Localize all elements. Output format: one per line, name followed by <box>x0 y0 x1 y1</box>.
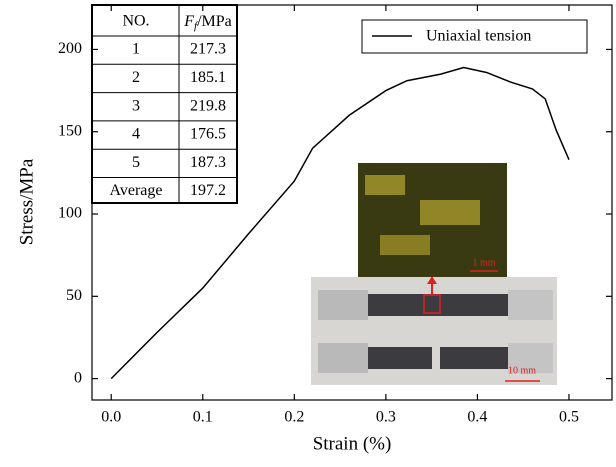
scale-label: 10 mm <box>508 365 536 376</box>
specimen <box>368 294 508 316</box>
x-tick-label: 0.4 <box>467 409 487 426</box>
x-tick-label: 0.3 <box>376 409 396 426</box>
legend-label: Uniaxial tension <box>426 28 531 45</box>
y-tick-label: 200 <box>58 40 82 57</box>
table-cell: Average <box>110 182 163 199</box>
header-unit: /MPa <box>197 13 232 30</box>
table-header: Ff/MPa <box>183 13 232 32</box>
x-axis-label: Strain (%) <box>313 433 392 454</box>
table-cell: 5 <box>132 154 140 171</box>
table-cell: 185.1 <box>190 69 226 86</box>
y-tick-label: 50 <box>66 287 82 304</box>
y-tick-label: 100 <box>58 205 82 222</box>
data-line <box>110 66 570 380</box>
table-cell: 4 <box>132 126 140 143</box>
table-header: NO. <box>122 13 149 30</box>
header-subscript: f <box>194 20 199 32</box>
header-symbol: F <box>183 13 194 30</box>
table-cell: 187.3 <box>190 154 226 171</box>
specimen <box>440 347 508 369</box>
table-cell: 3 <box>132 97 140 114</box>
grip <box>318 343 368 373</box>
scale-label: 1 mm <box>472 257 495 268</box>
grip <box>508 290 553 320</box>
micro-texture <box>380 235 430 255</box>
x-tick-label: 0.1 <box>193 409 213 426</box>
table: NO. Ff/MPa 1 217.3 2 185.1 3 219.8 4 176.5 5 187.… <box>91 4 238 204</box>
micro-texture <box>420 200 480 225</box>
table-frame <box>91 4 238 204</box>
table-cell: 197.2 <box>190 182 226 199</box>
table-cell: 217.3 <box>190 41 226 58</box>
micro-texture <box>365 175 405 195</box>
x-tick-label: 0.2 <box>284 409 304 426</box>
y-axis-label: Stress/MPa <box>16 158 37 245</box>
grip <box>508 343 553 373</box>
x-tick-label: 0.5 <box>559 409 579 426</box>
photo-inset: 1 mm 10 mm <box>311 163 557 385</box>
arrow-head <box>427 276 437 284</box>
table-cell: 176.5 <box>190 126 226 143</box>
table-cell: 2 <box>132 69 140 86</box>
table-cell: 219.8 <box>190 97 226 114</box>
grip <box>318 290 368 320</box>
y-tick-label: 0 <box>74 369 82 386</box>
specimen <box>368 347 432 369</box>
y-tick-label: 150 <box>58 122 82 139</box>
table-cell: 1 <box>132 41 140 58</box>
x-tick-label: 0.0 <box>101 409 121 426</box>
